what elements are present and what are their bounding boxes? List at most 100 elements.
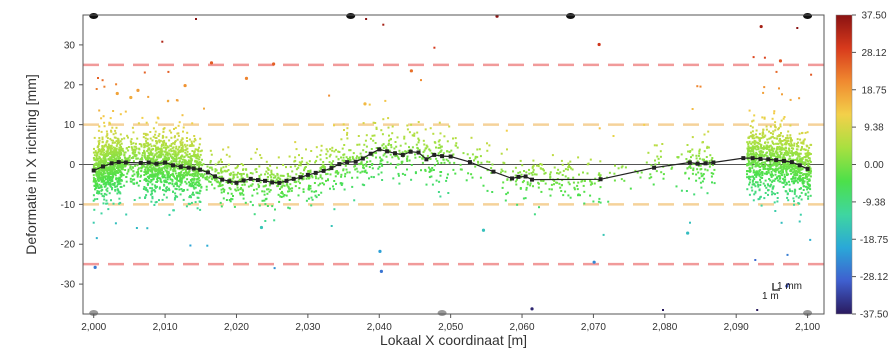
scatter-point-721: [128, 154, 131, 157]
scatter-point-2638: [526, 181, 529, 184]
scatter-point-3771: [778, 162, 781, 165]
colorbar-tick-label-3: 9.38: [864, 123, 884, 134]
scatter-point-2868: [695, 154, 698, 157]
scatter-point-1232: [192, 169, 195, 172]
scatter-point-2748: [580, 180, 583, 183]
scatter-point-2330: [372, 121, 375, 124]
scatter-point-3401: [770, 157, 773, 160]
scatter-point-150: [119, 140, 122, 143]
scatter-point-2582: [480, 161, 483, 164]
scatter-point-1645: [196, 178, 198, 181]
scatter-point-550: [101, 153, 104, 156]
scatter-point-2508: [390, 144, 393, 146]
scatter-point-1925: [258, 204, 261, 207]
scatter-point-2416: [439, 146, 442, 149]
scatter-point-1076: [187, 162, 190, 165]
scatter-point-1014: [144, 134, 147, 137]
scatter-point-1991: [329, 153, 332, 156]
scatter-point-2197: [267, 168, 270, 171]
scatter-point-3658: [771, 164, 774, 167]
scatter-point-1531: [186, 178, 189, 181]
scatter-point-3544: [798, 168, 800, 171]
colorbar-tick-label-7: -28.12: [860, 272, 889, 283]
scatter-point-1031: [147, 180, 150, 183]
scatter-point-811: [135, 154, 138, 157]
scatter-point-2487: [429, 170, 432, 173]
scatter-point-796: [125, 147, 128, 150]
scatter-point-2196: [223, 188, 226, 191]
scatter-point-3591: [779, 177, 782, 180]
scatter-point-1757: [273, 219, 276, 222]
scatter-point-3821: [781, 146, 783, 149]
scatter-point-2639: [520, 173, 523, 176]
scatter-point-1490: [174, 183, 177, 186]
plot-area: 1 mm 1 m: [82, 13, 825, 316]
scatter-point-2682: [531, 165, 534, 168]
scatter-point-2648: [522, 197, 525, 200]
scatter-point-1267: [179, 155, 182, 158]
scatter-point-3382: [765, 152, 768, 155]
scatter-point-2549: [380, 158, 383, 161]
scatter-point-2733: [598, 127, 601, 130]
scatter-point-3663: [800, 172, 803, 174]
scatter-point-162: [103, 85, 106, 88]
scatter-point-3714: [766, 155, 769, 158]
scatter-point-3824: [776, 142, 779, 145]
scatter-point-2076: [325, 148, 328, 151]
mean-line-point-33: [345, 160, 350, 165]
scatter-point-1464: [160, 151, 163, 154]
scatter-point-2698: [531, 173, 534, 176]
scatter-point-1477: [143, 146, 146, 149]
scatter-point-2917: [698, 177, 701, 180]
mean-line-point-36: [368, 151, 373, 156]
mean-line-point-42: [416, 150, 421, 155]
scatter-point-1913: [242, 193, 245, 196]
scatter-point-2493: [382, 154, 385, 157]
scatter-point-2210: [341, 182, 344, 185]
scatter-point-3838: [753, 183, 756, 186]
scatter-point-2169: [283, 184, 286, 187]
scatter-point-865: [151, 152, 154, 155]
scatter-point-2708: [529, 184, 532, 187]
scatter-point-3353: [751, 120, 754, 123]
scatter-point-1362: [163, 174, 166, 177]
scatter-point-502: [105, 166, 108, 169]
scatter-point-3722: [778, 133, 781, 136]
scatter-point-3619: [782, 165, 785, 168]
scatter-point-3580: [759, 176, 762, 179]
scatter-point-3279: [765, 186, 768, 189]
scatter-point-2818: [657, 157, 660, 160]
scatter-point-3917: [762, 91, 765, 94]
mean-line-point-5: [138, 160, 143, 165]
scatter-point-3869: [751, 189, 754, 192]
scatter-point-3261: [807, 162, 810, 165]
scatter-point-600: [96, 190, 99, 193]
scatter-point-1612: [166, 166, 168, 169]
x-tick-label-3: 2,030: [295, 322, 320, 333]
scatter-point-2772: [572, 181, 575, 184]
scatter-point-1281: [175, 181, 178, 184]
scatter-point-2832: [662, 173, 665, 176]
scatter-point-2473: [416, 131, 419, 134]
scatter-point-3641: [781, 157, 784, 160]
scatter-point-1855: [231, 198, 234, 201]
scatter-point-3825: [786, 165, 788, 168]
scatter-point-1460: [188, 203, 191, 205]
scatter-point-2207: [289, 183, 292, 186]
scatter-point-2073: [246, 174, 249, 177]
scatter-point-1764: [258, 165, 261, 168]
scatter-point-1251: [173, 128, 175, 130]
scatter-point-1508: [155, 158, 158, 161]
scatter-point-265: [117, 155, 120, 158]
scatter-point-2766: [576, 188, 579, 191]
scatter-point-850: [186, 140, 189, 142]
scatter-point-2585: [470, 173, 473, 176]
mean-line-point-60: [750, 156, 755, 161]
scatter-point-1087: [150, 167, 153, 170]
scatter-point-2309: [356, 176, 359, 179]
scatter-point-2208: [320, 167, 322, 170]
scatter-point-3434: [778, 161, 780, 163]
scatter-point-478: [116, 185, 118, 188]
scatter-point-2213: [234, 167, 237, 170]
outlier-point-7: [409, 69, 413, 73]
